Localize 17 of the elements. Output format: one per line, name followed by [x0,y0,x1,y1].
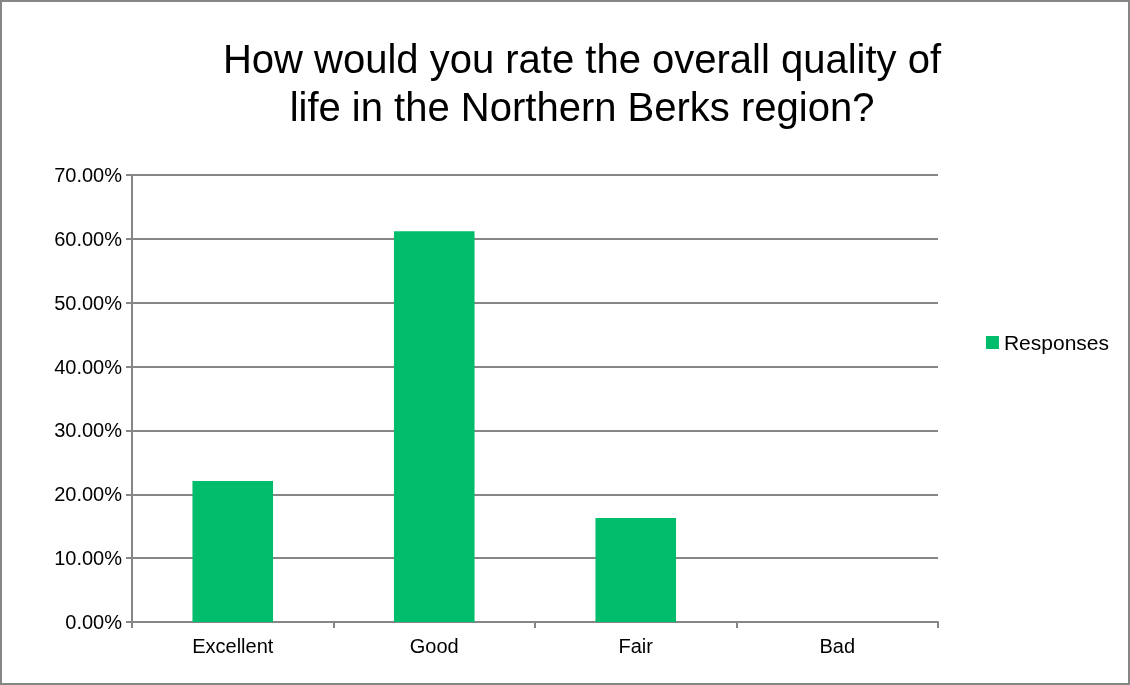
bar [393,231,475,622]
y-tick-label: 70.00% [54,164,123,186]
bar [595,517,677,622]
x-tick-label: Excellent [192,635,274,657]
y-tick-label: 30.00% [54,419,123,442]
y-tick-label: 60.00% [54,227,123,250]
y-tick-label: 0.00% [65,611,123,633]
bar [192,480,274,622]
legend-label: Responses [1003,331,1109,354]
y-tick-label: 40.00% [54,355,123,378]
y-tick-label: 20.00% [54,483,123,506]
y-tick-label: 50.00% [54,291,123,314]
x-tick-label: Bad [819,635,856,657]
chart-title: How would you rate the overall quality of life in the Northern Berks region? [222,37,942,129]
x-tick-label: Good [409,635,459,657]
y-tick-label: 10.00% [54,547,123,570]
x-tick-label: Fair [618,635,654,657]
